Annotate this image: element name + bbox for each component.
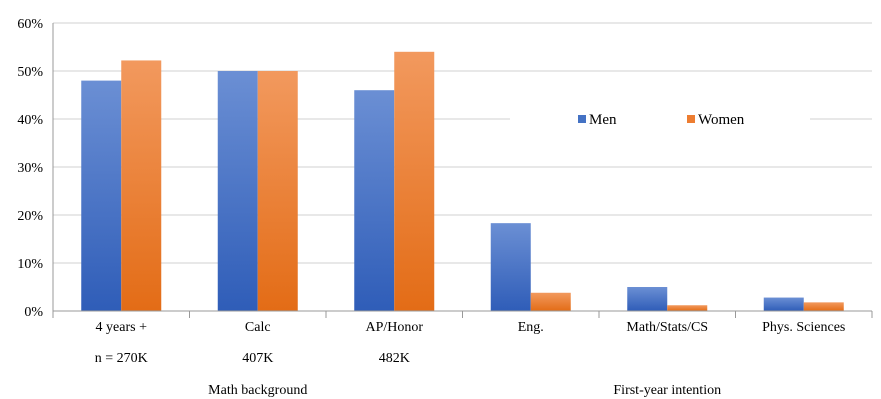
x-group-label: Math background bbox=[208, 383, 307, 398]
bar-women-0 bbox=[121, 60, 162, 311]
bar-men-2 bbox=[354, 90, 395, 311]
y-tick-label: 50% bbox=[17, 65, 43, 80]
legend: Men Women bbox=[510, 108, 810, 132]
x-category-sublabel: 482K bbox=[379, 351, 410, 366]
x-category-label: AP/Honor bbox=[365, 320, 423, 335]
x-category-sublabel: n = 270K bbox=[95, 351, 148, 366]
bar-men-4 bbox=[627, 287, 668, 311]
bars bbox=[81, 51, 844, 312]
y-tick-label: 0% bbox=[24, 305, 43, 320]
x-category-label: Calc bbox=[245, 320, 271, 335]
x-category-label: Phys. Sciences bbox=[762, 320, 845, 335]
legend-background bbox=[510, 108, 810, 132]
bar-men-1 bbox=[217, 71, 258, 311]
bar-women-5 bbox=[803, 302, 844, 311]
legend-swatch-women bbox=[687, 115, 695, 123]
bar-women-3 bbox=[530, 292, 571, 311]
axes bbox=[52, 23, 873, 318]
y-tick-labels: 0% 10% 20% 30% 40% 50% 60% bbox=[17, 17, 43, 320]
y-tick-label: 40% bbox=[17, 113, 43, 128]
legend-label-women: Women bbox=[698, 112, 745, 128]
bar-men-0 bbox=[81, 80, 122, 311]
x-category-label: 4 years + bbox=[96, 320, 148, 335]
x-category-label: Math/Stats/CS bbox=[626, 320, 708, 335]
gridlines bbox=[53, 22, 872, 264]
legend-swatch-men bbox=[578, 115, 586, 123]
x-category-labels: 4 years + n = 270K Calc 407K AP/Honor 482K Eng… bbox=[95, 320, 846, 398]
bar-women-4 bbox=[667, 305, 708, 311]
legend-label-men: Men bbox=[589, 112, 617, 128]
y-tick-label: 30% bbox=[17, 161, 43, 176]
x-category-label: Eng. bbox=[518, 320, 544, 335]
y-tick-label: 60% bbox=[17, 17, 43, 32]
bar-men-5 bbox=[763, 297, 804, 311]
x-group-label: First-year intention bbox=[613, 383, 721, 398]
x-category-sublabel: 407K bbox=[242, 351, 273, 366]
bar-women-1 bbox=[257, 71, 298, 311]
bar-men-3 bbox=[490, 223, 531, 311]
y-tick-label: 10% bbox=[17, 257, 43, 272]
bar-women-2 bbox=[394, 51, 435, 312]
y-tick-label: 20% bbox=[17, 209, 43, 224]
